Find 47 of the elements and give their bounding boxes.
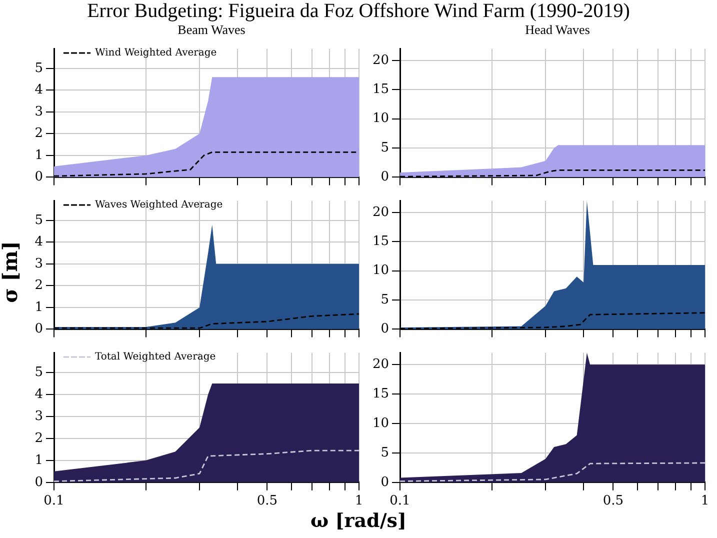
y-tick-label: 1 <box>34 300 43 315</box>
x-tick-label: 1 <box>354 494 364 509</box>
x-tick-label: 0.5 <box>256 494 278 509</box>
y-tick-label: 0 <box>380 170 389 185</box>
y-tick-label: 3 <box>34 408 43 424</box>
y-tick-label: 2 <box>34 126 43 142</box>
y-tick-label: 15 <box>372 386 389 402</box>
y-tick-label: 0 <box>34 322 43 337</box>
y-tick-label: 10 <box>372 263 389 278</box>
y-tick-label: 4 <box>34 386 43 402</box>
y-tick-label: 0 <box>380 474 389 490</box>
y-tick-label: 5 <box>380 445 389 460</box>
y-tick-label: 10 <box>372 416 389 431</box>
y-tick-label: 15 <box>372 234 389 250</box>
x-tick-label: 1 <box>700 494 710 509</box>
y-tick-label: 0 <box>34 170 43 185</box>
x-axis-title: ω [rad/s] <box>310 510 408 532</box>
y-tick-label: 20 <box>372 52 389 68</box>
y-tick-label: 5 <box>380 140 389 156</box>
y-tick-label: 2 <box>34 278 43 294</box>
y-axis-title: σ [m] <box>0 240 22 305</box>
chart-title: Error Budgeting: Figueira da Foz Offshore Wind Farm (1990-2019) <box>86 0 631 23</box>
y-tick-label: 5 <box>34 212 43 228</box>
x-tick-label: 0.5 <box>602 494 624 509</box>
legend-label: Total Weighted Average <box>95 352 216 363</box>
y-tick-label: 5 <box>380 292 389 308</box>
y-tick-label: 1 <box>34 148 43 163</box>
chart-title: Head Waves <box>524 22 591 38</box>
y-tick-label: 0 <box>380 322 389 337</box>
y-tick-label: 5 <box>34 60 43 76</box>
y-tick-label: 0 <box>34 474 43 490</box>
y-tick-label: 5 <box>34 364 43 380</box>
y-tick-label: 10 <box>372 111 389 126</box>
y-tick-label: 1 <box>34 452 43 468</box>
y-tick-label: 20 <box>372 204 389 220</box>
y-tick-label: 20 <box>372 356 389 372</box>
y-tick-label: 4 <box>34 234 43 250</box>
y-tick-label: 3 <box>34 256 43 272</box>
y-tick-label: 15 <box>372 82 389 98</box>
y-tick-label: 3 <box>34 104 43 120</box>
x-tick-label: 0.1 <box>390 494 410 509</box>
x-tick-label: 0.1 <box>44 494 64 509</box>
legend-label: Wind Weighted Average <box>95 48 217 59</box>
y-tick-label: 2 <box>34 430 43 446</box>
y-tick-label: 4 <box>34 82 43 98</box>
legend-label: Waves Weighted Average <box>95 200 223 211</box>
chart-subtitle: Beam Waves <box>176 22 246 38</box>
